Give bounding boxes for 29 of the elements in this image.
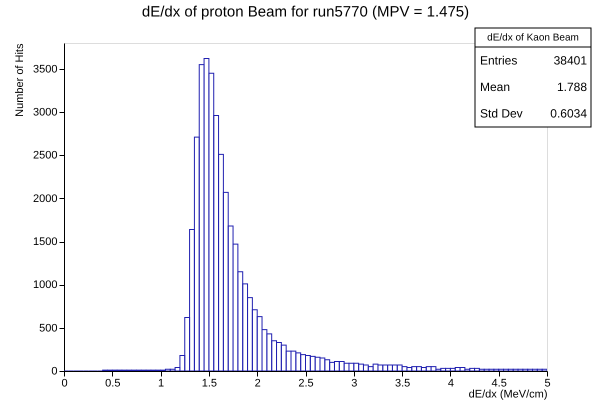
x-axis-title: dE/dx (MeV/cm): [468, 388, 548, 400]
y-tick-label: 500: [39, 322, 58, 334]
y-tick-label: 2000: [33, 192, 58, 205]
x-tick-label: 4: [448, 378, 454, 390]
x-tick-label: 3.5: [394, 378, 410, 390]
x-tick-label: 1: [158, 378, 164, 390]
x-tick-label: 2: [254, 378, 261, 390]
annotation: Mean: [480, 80, 510, 94]
y-tick-label: 0: [51, 366, 58, 378]
annotation: Std Dev: [480, 106, 523, 121]
x-tick-label: 0: [61, 378, 68, 390]
y-tick-label: 1000: [33, 279, 58, 292]
x-tick-label: 1.5: [202, 378, 218, 390]
y-tick-label: 2500: [33, 150, 58, 162]
text: 0.6034: [550, 106, 588, 121]
chart-title: dE/dx of proton Beam for run5770 (MPV = 1.475): [142, 4, 470, 20]
y-tick-label: 3500: [33, 63, 58, 76]
x-tick-label: 0.5: [105, 378, 120, 390]
x-tick-label: 4.5: [492, 378, 507, 390]
x-tick-label: 5: [544, 378, 551, 390]
annotation: dE/dx of Kaon Beam: [487, 32, 579, 44]
y-axis-title: Number of Hits: [14, 43, 26, 117]
y-tick-label: 1500: [33, 236, 58, 248]
text: 1.788: [556, 80, 588, 94]
annotation: Entries: [480, 53, 518, 68]
text: 38401: [554, 53, 588, 68]
x-tick-label: 2.5: [298, 378, 314, 390]
x-tick-label: 3: [351, 378, 358, 390]
y-tick-label: 3000: [33, 106, 58, 119]
